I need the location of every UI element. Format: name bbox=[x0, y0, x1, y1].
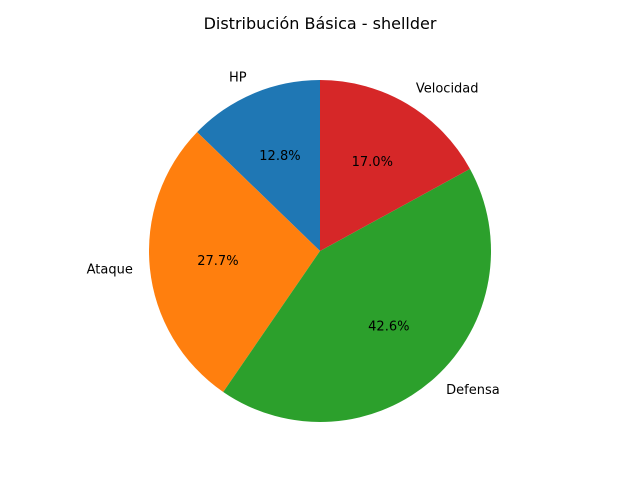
percent-label-ataque: 27.7% bbox=[197, 254, 238, 269]
percent-label-hp: 12.8% bbox=[259, 149, 300, 164]
pie-slices bbox=[149, 80, 491, 422]
category-label-hp: HP bbox=[229, 70, 247, 85]
chart-title: Distribución Básica - shellder bbox=[204, 14, 437, 33]
percent-label-defensa: 42.6% bbox=[368, 320, 409, 335]
percent-label-velocidad: 17.0% bbox=[352, 155, 393, 170]
category-label-defensa: Defensa bbox=[446, 383, 500, 398]
pie-slice-ataque bbox=[149, 132, 320, 392]
pie-slice-velocidad bbox=[320, 80, 470, 251]
pie-slice-hp bbox=[197, 80, 320, 251]
category-label-velocidad: Velocidad bbox=[416, 82, 479, 97]
pie-labels: HP 12.8% Ataque 27.7% Defensa 42.6% Velocidad 1… bbox=[87, 70, 500, 398]
category-label-ataque: Ataque bbox=[87, 262, 133, 277]
pie-slice-defensa bbox=[223, 168, 491, 422]
